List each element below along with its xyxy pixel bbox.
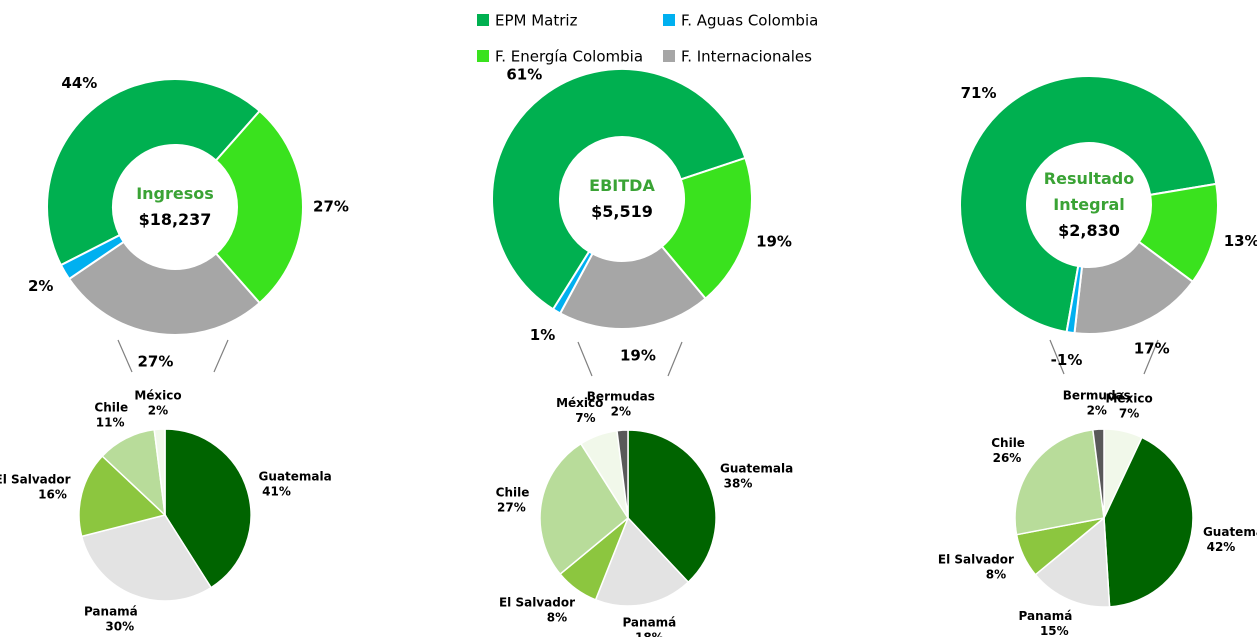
data-label: -1% <box>1051 351 1083 369</box>
pie-slice <box>78 455 167 538</box>
legend-swatch <box>663 14 675 26</box>
donut-segment <box>67 240 262 336</box>
donut-center: EBITDA $5,519 <box>567 173 677 225</box>
pie-value-label: 42% <box>1207 540 1236 554</box>
pie-slice <box>594 516 690 607</box>
pie-value-label: 11% <box>96 416 125 430</box>
donut-segment <box>46 78 262 267</box>
donut-total: $5,519 <box>591 202 653 221</box>
donut-center: Resultado Integral $2,830 <box>1034 166 1144 244</box>
donut-total: $2,830 <box>1058 221 1120 240</box>
data-label: 1% <box>530 326 555 344</box>
data-label: 44% <box>61 74 97 92</box>
legend-swatch <box>477 50 489 62</box>
pie-value-label: 41% <box>262 484 291 498</box>
donut-segment <box>551 250 594 315</box>
pie-value-label: 7% <box>575 411 595 425</box>
pie-category-label: México <box>556 396 603 410</box>
pie-value-label: 16% <box>38 488 67 502</box>
pie-category-label: El Salvador <box>499 596 575 610</box>
pie-value-label: 15% <box>1040 624 1069 637</box>
pie-category-label: México <box>1105 391 1152 405</box>
legend-swatch <box>663 50 675 62</box>
legend-label: F. Energía Colombia <box>495 48 643 66</box>
data-label: 71% <box>961 84 997 102</box>
pie-category-label: Panamá <box>622 615 676 629</box>
donut-segment <box>959 75 1218 334</box>
pie-slice <box>539 442 629 576</box>
pie-value-label: 27% <box>497 501 526 515</box>
data-label: 2% <box>28 277 53 295</box>
pie-value-label: 38% <box>724 477 753 491</box>
legend-label: F. Aguas Colombia <box>681 12 818 30</box>
donut-segment <box>491 68 747 311</box>
donut-segment <box>214 109 304 305</box>
data-label: 19% <box>620 347 656 365</box>
connector <box>1143 339 1159 375</box>
pie-value-label: 2% <box>148 404 168 418</box>
pie-category-label: Guatemala <box>259 469 332 483</box>
pie-value-label: 30% <box>105 620 134 634</box>
pie-slice <box>1014 428 1105 536</box>
pie-value-label: 7% <box>1119 406 1139 420</box>
pie-category-label: Chile <box>94 401 128 415</box>
donut-title: Ingresos <box>136 184 214 203</box>
connector <box>213 339 229 373</box>
pie-value-label: 8% <box>547 611 567 625</box>
pie-value-label: 8% <box>986 567 1006 581</box>
donut-title: Resultado Integral <box>1043 169 1135 214</box>
pie-value-label: 26% <box>993 451 1022 465</box>
donut-segment <box>660 156 753 300</box>
connectors <box>117 339 1159 377</box>
pie-slice <box>616 429 629 519</box>
pie-category-label: Bermudas <box>587 390 655 404</box>
connector <box>577 341 593 377</box>
donut-segment <box>1073 240 1195 335</box>
connector <box>1049 339 1065 375</box>
pie-category-label: Guatemala <box>1203 525 1257 539</box>
pie-value-label: 2% <box>611 405 631 419</box>
data-label: 27% <box>137 352 173 370</box>
pie-category-label: El Salvador <box>0 473 71 487</box>
pie-category-label: Chile <box>991 436 1025 450</box>
pie-category-label: El Salvador <box>938 552 1014 566</box>
connector <box>117 339 133 373</box>
pie-slice <box>627 429 717 584</box>
donut-center: Ingresos $18,237 <box>120 181 230 233</box>
legend-label: F. Internacionales <box>681 48 812 66</box>
data-label: 17% <box>1134 339 1170 357</box>
data-label: 13% <box>1224 232 1257 250</box>
legend-swatch <box>477 14 489 26</box>
pie-value-label: 2% <box>1087 404 1107 418</box>
pie-category-label: Guatemala <box>720 462 793 476</box>
donut-segment <box>558 245 707 330</box>
data-label: 27% <box>313 198 349 216</box>
pie-slice <box>153 428 166 516</box>
pie-slice <box>1103 436 1194 608</box>
pie-slice <box>1034 516 1111 608</box>
legend-label: EPM Matriz <box>495 12 578 30</box>
pie-category-label: Chile <box>496 486 530 500</box>
pie-category-label: Bermudas <box>1063 389 1131 403</box>
pie-value-label: 18% <box>635 630 664 637</box>
pie-slice <box>1092 428 1105 519</box>
pie-category-label: Panamá <box>1019 609 1073 623</box>
connector <box>667 341 683 377</box>
data-label: 61% <box>506 65 542 83</box>
donut-segment <box>1065 264 1084 335</box>
donut-segment <box>59 233 126 281</box>
donut-total: $18,237 <box>138 210 212 229</box>
donut-title: EBITDA <box>589 176 655 195</box>
pie-category-label: Panamá <box>84 605 138 619</box>
pie-category-label: México <box>134 389 181 403</box>
data-label: 19% <box>756 233 792 251</box>
pie-slice <box>80 514 213 602</box>
